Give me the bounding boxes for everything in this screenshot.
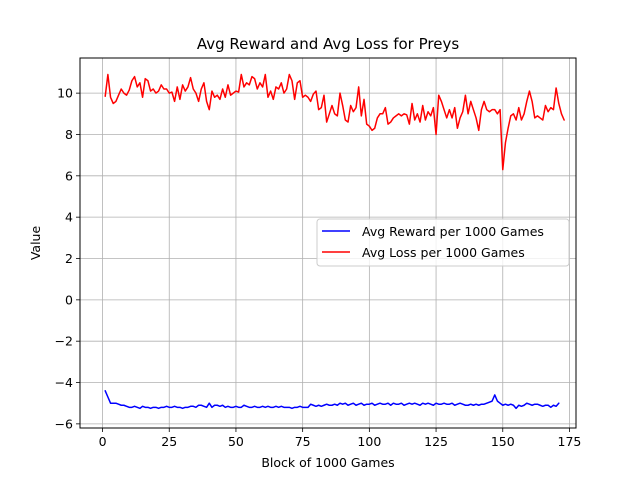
x-axis-title: Block of 1000 Games (261, 455, 394, 470)
x-tick-label: 150 (491, 434, 515, 449)
x-tick-label: 50 (228, 434, 244, 449)
chart-title: Avg Reward and Avg Loss for Preys (197, 35, 460, 53)
x-tick-label: 25 (161, 434, 177, 449)
y-tick-label: 6 (65, 168, 73, 183)
y-axis-title: Value (28, 226, 43, 261)
x-tick-label: 100 (357, 434, 381, 449)
x-tick-label: 125 (424, 434, 448, 449)
legend: Avg Reward per 1000 Games Avg Loss per 1… (317, 219, 569, 266)
y-tick-label: 8 (65, 127, 73, 142)
y-tick-label: 10 (57, 86, 73, 101)
legend-label-loss: Avg Loss per 1000 Games (362, 245, 525, 260)
legend-label-reward: Avg Reward per 1000 Games (362, 224, 544, 239)
y-tick-label: 4 (65, 210, 73, 225)
y-tick-label: 2 (65, 251, 73, 266)
y-tick-label: 0 (65, 292, 73, 307)
y-tick-label: −6 (55, 416, 73, 431)
x-tick-label: 0 (99, 434, 107, 449)
y-tick-label: −2 (55, 334, 73, 349)
x-tick-label: 175 (558, 434, 582, 449)
x-tick-label: 75 (295, 434, 311, 449)
y-tick-label: −4 (55, 375, 73, 390)
